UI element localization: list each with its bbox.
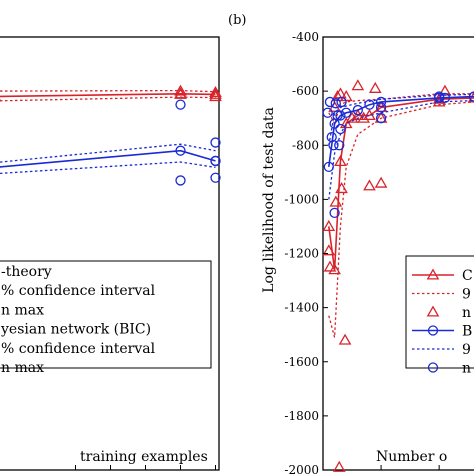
panel-a-marks (0, 84, 222, 186)
panel-b-red_mean-point-2 (334, 154, 347, 167)
panel-b-marks (322, 79, 474, 472)
panel-a-blue_max-point-1 (175, 175, 186, 186)
panel-b-blue_max-point-6 (332, 110, 343, 121)
panel-b-legend-marker-3 (427, 325, 439, 336)
panel-a-x-ticks: 200300400500600 (75, 465, 216, 470)
panel-a-legend-label-0: -theory (1, 264, 52, 280)
panel-b-red_max-point-1 (323, 260, 337, 272)
panel-a-red_max-point-2 (209, 85, 222, 98)
panel-b-red_max-point-11 (351, 79, 365, 91)
panel-b-blue_mean-point-0 (323, 161, 334, 173)
panel-a-red_mean-line (0, 92, 216, 98)
panel-b-blue_mean-point-2 (335, 110, 346, 121)
panel-a-legend-label-3: yesian network (BIC) (0, 322, 151, 338)
panel-b-blue_mean-point-8 (468, 91, 474, 102)
panel-b-y-tick-label-0: -400 (292, 30, 319, 44)
panel-b-y-tick-label-2: -800 (292, 138, 319, 152)
panel-b-legend-label-5: n (462, 361, 471, 377)
panel-a-legend-label-5: n max (1, 360, 44, 376)
panel-b-y-tick-label-3: -1000 (284, 192, 319, 206)
panel-a-x-axis-label: training examples (80, 449, 208, 465)
panel-b-blue_max-point-8 (335, 123, 346, 135)
panel-b-legend-label-3: B (462, 324, 472, 340)
panel-b-red_ci_lower-line (328, 101, 474, 338)
panel-a-blue_max-point-2 (210, 137, 221, 148)
panel-b-blue_max-point-12 (434, 91, 445, 102)
panel-b-blue_max-point-5 (330, 98, 341, 109)
panel-a-blue_max-point-3 (210, 155, 221, 167)
panel-a-frame (0, 36, 220, 471)
panel-b-blue_ci_upper-line (328, 93, 474, 146)
panel-b-red_max-point-5 (332, 460, 346, 472)
panel-a-blue_ci_lower-line (0, 161, 216, 175)
panel-b-blue_max-point-7 (334, 140, 345, 151)
panel-b-label: (b) (228, 13, 246, 28)
panel-a-red_max-point-3 (209, 90, 222, 102)
panel-b-x-ticks: 0100200 (322, 465, 440, 470)
panel-a-blue_mean-point-1 (175, 145, 186, 156)
panel-b-red_mean-point-1 (328, 263, 341, 275)
panel-b-red_max-point-10 (345, 111, 359, 123)
panel-b-y-axis-label: Log likelihood of test data (261, 107, 277, 293)
panel-b-red_ci_upper-line (328, 93, 474, 126)
panel-b-legend-marker-5 (427, 362, 439, 373)
panel-b-y-tick-label-5: -1400 (284, 301, 319, 315)
panel-b-red_max-point-8 (338, 333, 352, 345)
panel-b-red_max-point-14 (368, 81, 382, 93)
panel-b-blue_mean-point-5 (364, 99, 375, 110)
panel-a-red_max-point-1 (174, 87, 187, 99)
panel-b-blue_max-point-9 (336, 96, 347, 108)
panel-b-legend-label-2: n (462, 305, 471, 321)
panel-b-legend-label-4: 9 (462, 342, 471, 358)
panel-a-legend-label-1: % confidence interval (1, 283, 156, 299)
panel-a-blue_max-point-4 (210, 172, 221, 183)
panel-b-blue_mean-point-6 (375, 96, 387, 108)
panel-a-blue_ci_upper-line (0, 143, 216, 163)
panel-b-y-tick-label-4: -1200 (284, 247, 319, 261)
panel-b-red_max-point-12 (357, 111, 370, 123)
panel-a-legend-label-2: n max (1, 302, 44, 318)
panel-a: 200300400500600 training examples -theor… (0, 36, 222, 471)
panel-b-red_max-point-7 (335, 182, 348, 194)
panel-b-y-tick-label-7: -1800 (284, 409, 319, 423)
panel-b-legend-label-1: 9 (462, 287, 471, 303)
panel-b-red_max-point-13 (363, 179, 376, 191)
panel-a-red_max-point-0 (174, 84, 187, 96)
panel-b-blue_max-point-0 (322, 107, 333, 118)
panel-b-red_max-point-15 (374, 176, 388, 188)
panel-a-legend: -theory % confidence interval n max yesian … (0, 260, 212, 376)
panel-b: (b) -400 -600 -800 -1000 -1200 -1400 -1600 -180… (228, 13, 474, 474)
panel-b-y-ticks: -400 -600 -800 -1000 -1200 -1400 -1600 -1800 -20… (284, 30, 328, 474)
panel-b-red_mean-point-0 (322, 219, 336, 231)
panel-b-blue_max-point-13 (439, 92, 451, 104)
panel-a-blue_max-point-0 (175, 99, 186, 110)
panel-b-y-tick-label-1: -600 (292, 84, 319, 98)
panel-b-blue_max-point-4 (329, 207, 340, 219)
panel-b-blue_mean-line (328, 95, 474, 168)
panel-b-blue_max-point-3 (328, 140, 339, 151)
panel-a-red_mean-point-2 (209, 87, 222, 99)
panel-b-x-axis-label: Number o (376, 449, 447, 465)
panel-a-red_ci_upper-line (0, 89, 216, 93)
panel-a-legend-label-4: % confidence interval (1, 341, 156, 357)
panel-b-red_max-point-3 (329, 195, 343, 207)
panel-b-y-tick-label-8: -2000 (284, 463, 319, 474)
panel-b-legend-marker-0 (426, 268, 440, 280)
panel-a-blue_mean-line (0, 149, 216, 168)
panel-a-legend-box (0, 260, 212, 369)
panel-a-red_ci_lower-line (0, 96, 216, 102)
panel-b-legend-label-0: C (462, 268, 473, 284)
panel-b-red_mean-point-4 (351, 108, 365, 121)
panel-b-red_max-point-0 (322, 244, 336, 256)
panel-b-red_mean-line (328, 97, 474, 270)
panel-b-blue_max-point-11 (375, 102, 387, 113)
panel-b-blue_max-point-10 (375, 113, 387, 124)
panel-b-y-tick-label-6: -1600 (284, 355, 319, 369)
panel-b-blue_max-point-1 (324, 96, 336, 108)
panel-b-legend-marker-2 (426, 305, 440, 317)
panel-b-blue_mean-point-4 (352, 104, 363, 116)
